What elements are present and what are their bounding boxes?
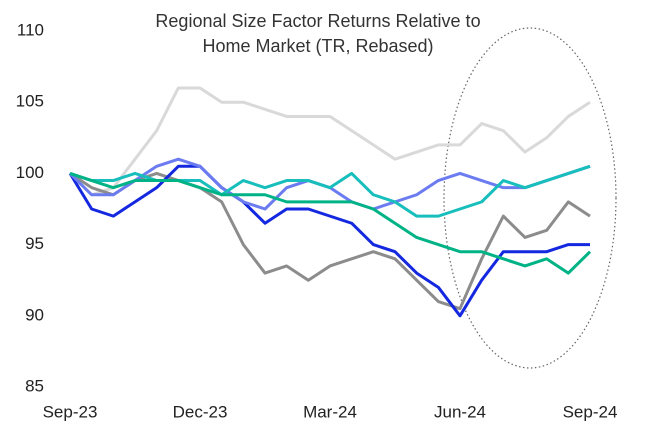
- y-tick-label: 105: [16, 92, 44, 111]
- x-tick-label: Jun-24: [434, 402, 486, 421]
- x-tick-label: Dec-23: [173, 402, 228, 421]
- x-tick-label: Sep-23: [43, 402, 98, 421]
- chart-title: Home Market (TR, Rebased): [202, 36, 433, 56]
- series-line: [69, 171, 592, 275]
- y-tick-label: 85: [25, 376, 44, 395]
- chart-title: Regional Size Factor Returns Relative to: [155, 11, 480, 31]
- y-tick-label: 90: [25, 305, 44, 324]
- x-tick-label: Sep-24: [563, 402, 618, 421]
- y-tick-label: 110: [17, 20, 44, 39]
- series-line: [68, 86, 591, 197]
- y-tick-label: 100: [16, 163, 44, 182]
- x-tick-label: Mar-24: [303, 402, 357, 421]
- series-line: [68, 164, 590, 318]
- y-tick-label: 95: [25, 234, 44, 253]
- series-line: [69, 171, 591, 311]
- highlight-ellipse: [443, 27, 617, 369]
